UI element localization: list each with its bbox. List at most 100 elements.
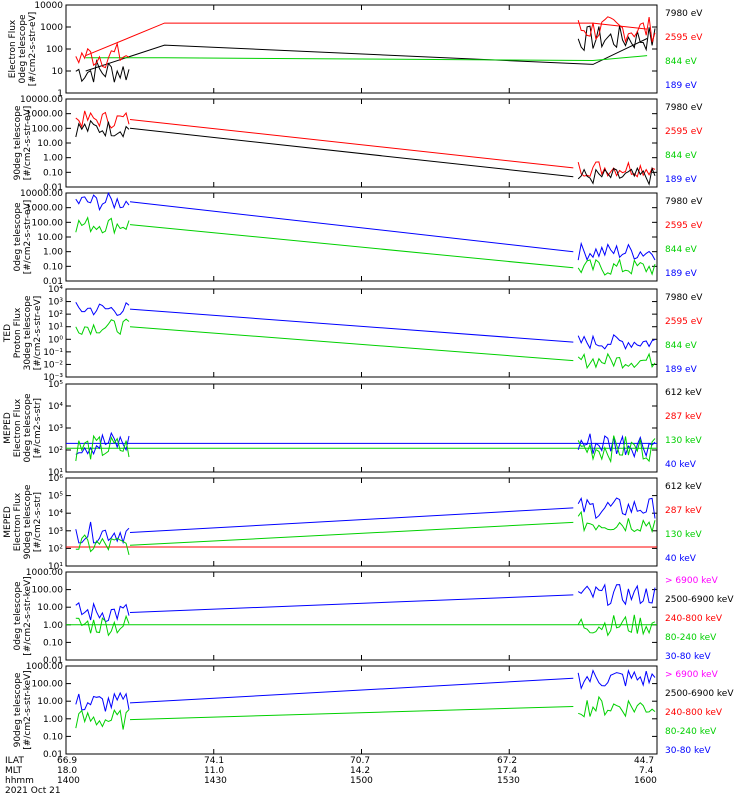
panel-2-ytick-label-3: 100.00 [32, 124, 64, 134]
panel-2-ytick-label-5: 1.00 [43, 154, 63, 164]
panel-2-series-1 [129, 119, 574, 169]
panel-7-burst-2-1 [75, 614, 130, 637]
panel-1-ylabel-line-3: [#/cm2-s-str-eV] [28, 12, 38, 87]
panel-1-burst-1-2 [577, 25, 656, 52]
panel-1-ytick-label-1: 10000 [34, 1, 63, 11]
panel-1-ylabel-line-1: Electron Flux [8, 19, 18, 78]
axis-row-label-mlt: MLT [5, 766, 23, 776]
panel-7-series-1 [129, 594, 574, 613]
panel-5-burst-2-1 [75, 434, 130, 462]
panel-3-ytick-label-7: 0.01 [43, 277, 63, 287]
panel-1-series-3 [85, 55, 648, 62]
panel-3-burst-2-2 [577, 258, 656, 276]
panel-4-burst-1-2 [577, 334, 656, 351]
panel-6-legend-2: 287 keV [665, 506, 702, 516]
panel-1-legend-4: 189 eV [665, 81, 698, 91]
panel-2-burst-1-2 [577, 161, 656, 178]
panel-5-burst-2-2 [577, 435, 656, 464]
panel-8-legend-2: 2500-6900 keV [665, 689, 734, 699]
panel-2-burst-1-1 [75, 110, 130, 129]
panel-5-burst-1-2 [577, 433, 656, 459]
panel-8-ylabel-line-2: [#/cm2-s-str-keV] [23, 670, 33, 749]
panel-8-legend-5: 30-80 keV [665, 746, 711, 756]
panel-5-legend-2: 287 keV [665, 412, 702, 422]
panel-6-ylabel-line-1: MEPED [3, 506, 13, 538]
axis-row-label-ilat: ILAT [5, 756, 24, 766]
panel-2-burst-2-1 [75, 119, 130, 138]
panel-1-legend-3: 844 eV [665, 57, 698, 67]
panel-1-ytick-label-4: 10 [52, 67, 64, 77]
panel-3-legend-2: 2595 eV [665, 221, 703, 231]
panel-7-ytick-label-2: 100.00 [32, 586, 64, 596]
panel-5-legend-3: 130 keV [665, 436, 702, 446]
panel-2-ylabel-line-2: [#/cm2-s-str-eV] [23, 106, 33, 181]
panel-1-legend-2: 2595 eV [665, 33, 703, 43]
panel-8-burst-2-1 [75, 709, 130, 730]
panel-6-burst-2-1 [75, 534, 130, 556]
panel-7-legend-5: 30-80 keV [665, 652, 711, 662]
panel-4-ylabel-line-3: 30deg telescope [23, 295, 33, 370]
panel-5-ylabel-line-4: [#/cm2-s-str] [33, 398, 43, 458]
mlt-tick-1: 18.0 [57, 766, 78, 776]
panel-3-legend-4: 189 eV [665, 269, 698, 279]
panel-8-legend-4: 80-240 keV [665, 727, 717, 737]
panel-2-legend-2: 2595 eV [665, 127, 703, 137]
panel-2-ytick-label-1: 10000.00 [20, 95, 63, 105]
panel-4-burst-2-2 [577, 352, 656, 370]
panel-5-ylabel-line-3: 0deg telescope [23, 393, 33, 463]
panel-6-series-1 [129, 507, 574, 533]
panel-5-frame [65, 383, 658, 473]
panel-6-ylabel-line-3: 90deg telescope [23, 484, 33, 559]
panel-5-legend-1: 612 keV [665, 388, 702, 398]
panel-3-ylabel-line-2: [#/cm2-s-str-eV] [23, 200, 33, 275]
panel-1-burst-2-2 [577, 16, 656, 44]
mlt-tick-4: 17.4 [497, 766, 518, 776]
date-label: 2021 Oct 21 [5, 786, 61, 796]
panel-1-ytick-label-5: 1 [57, 89, 63, 99]
panel-1-series-1 [85, 38, 648, 72]
panel-8-burst-1-2 [577, 669, 656, 690]
mlt-tick-2: 11.0 [204, 766, 225, 776]
panel-6-ylabel-line-2: Electron Flux [13, 492, 23, 551]
ilat-tick-3: 70.7 [350, 756, 371, 766]
panel-8-burst-1-1 [75, 691, 130, 712]
panel-7-burst-1-2 [577, 583, 656, 607]
panel-2-ylabel-line-1: 90deg telescope [13, 105, 23, 180]
panel-4-ytick-label-1: 10⁴ [48, 285, 63, 295]
panel-8-legend-1: > 6900 keV [665, 670, 719, 680]
panel-6-ytick-label-4: 10³ [48, 527, 63, 537]
panel-4-burst-1-1 [75, 301, 130, 316]
panel-3-series-1 [129, 201, 574, 253]
hhmm-tick-4: 1530 [497, 776, 520, 786]
panel-6-ytick-label-1: 10⁶ [48, 474, 63, 484]
panel-2-legend-4: 189 eV [665, 175, 698, 185]
panel-7-legend-4: 80-240 keV [665, 633, 717, 643]
panel-1-burst-2-1 [75, 41, 130, 69]
panel-8-legend-3: 240-800 keV [665, 708, 723, 718]
panel-6-frame [65, 477, 658, 567]
panel-1-series-2 [85, 22, 648, 57]
panel-7-legend-3: 240-800 keV [665, 614, 723, 624]
panel-7-ytick-label-4: 1.00 [43, 621, 63, 631]
panel-4-ylabel-line-1: TED [3, 324, 13, 343]
ilat-tick-2: 74.1 [204, 756, 225, 766]
panel-2-series-2 [129, 127, 574, 178]
panel-1-burst-1-1 [75, 59, 130, 83]
panel-8-ytick-label-5: 0.10 [43, 732, 63, 742]
panel-5-ytick-label-5: 10¹ [48, 468, 63, 478]
hhmm-tick-1: 1400 [57, 776, 80, 786]
panel-2-legend-3: 844 eV [665, 151, 698, 161]
hhmm-tick-2: 1430 [204, 776, 227, 786]
panel-4-ylabel-line-4: [#/cm2-s-str-eV] [33, 296, 43, 371]
panel-7-ytick-label-1: 1000.00 [26, 568, 63, 578]
panel-6-burst-1-1 [75, 521, 130, 545]
panel-7-ylabel-line-2: [#/cm2-s-str-keV] [23, 576, 33, 655]
panel-7-legend-2: 2500-6900 keV [665, 595, 734, 605]
panel-5-ytick-label-3: 10³ [48, 424, 63, 434]
panel-3-ylabel-line-1: 0deg telescope [13, 202, 23, 272]
panel-5-ytick-label-2: 10⁴ [48, 402, 63, 412]
panel-3-series-2 [129, 224, 574, 269]
time-axis-labels: ILAT MLT hhmm 2021 Oct 21 66.9 18.0 1400… [0, 756, 750, 800]
panel-7-ytick-label-5: 0.10 [43, 638, 63, 648]
